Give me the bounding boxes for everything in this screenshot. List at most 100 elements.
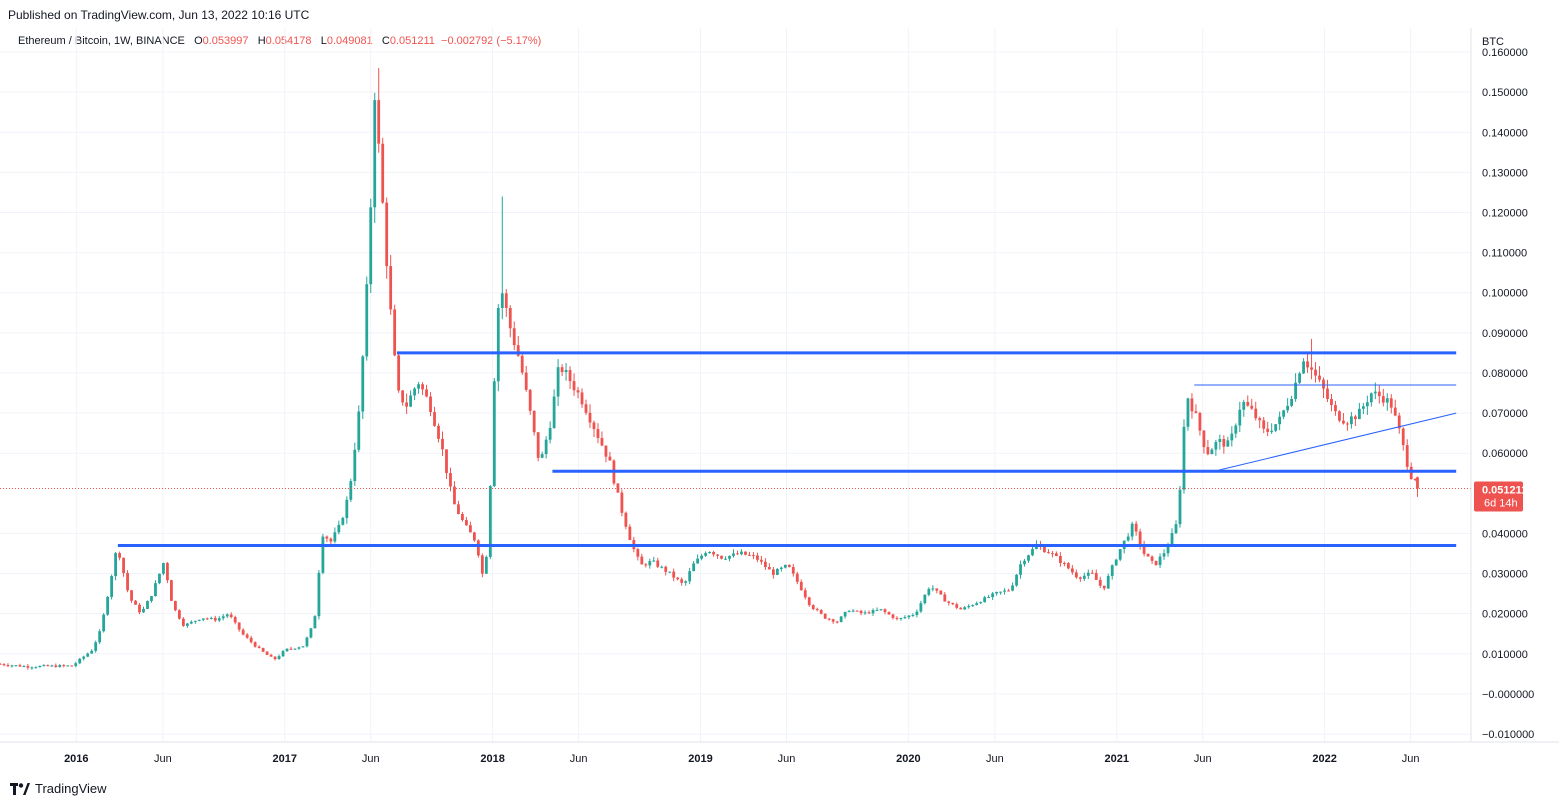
low-value: 0.049081	[326, 35, 373, 47]
candle-body	[353, 449, 357, 482]
candle-body	[1150, 556, 1154, 561]
candle-body	[217, 618, 221, 621]
candles-layer	[0, 68, 1419, 670]
candle-body	[895, 617, 899, 619]
last-candle-body	[1416, 477, 1419, 489]
candle-body	[1270, 430, 1274, 432]
candle-body	[851, 610, 855, 612]
candle-body	[333, 532, 337, 542]
candle-body	[1258, 418, 1262, 421]
candle-body	[696, 558, 700, 564]
symbol-title[interactable]: Ethereum / Bitcoin, 1W, BINANCE	[18, 35, 185, 47]
candle-body	[875, 609, 879, 611]
candle-body	[82, 656, 86, 659]
time-tick-label: 2022	[1312, 753, 1336, 765]
symbol-legend: Ethereum / Bitcoin, 1W, BINANCE O0.05399…	[18, 35, 541, 47]
candle-body	[341, 517, 345, 525]
candle-body	[740, 551, 743, 555]
candle-body	[839, 616, 843, 623]
candle-body	[233, 617, 237, 623]
candle-body	[919, 603, 923, 612]
candle-body	[672, 571, 676, 578]
candle-body	[588, 412, 592, 423]
candle-body	[955, 604, 959, 608]
time-tick-label: Jun	[570, 753, 588, 765]
candle-body	[297, 647, 301, 649]
candle-body	[106, 596, 110, 615]
candle-body	[205, 618, 209, 620]
candle-body	[963, 607, 967, 610]
candle-body	[1162, 553, 1166, 557]
candle-body	[142, 608, 145, 613]
candle-body	[417, 384, 420, 389]
candle-body	[819, 610, 823, 614]
candle-body	[1282, 410, 1286, 417]
candle-body	[879, 609, 883, 611]
candle-body	[1094, 573, 1098, 580]
candle-body	[293, 648, 297, 650]
candle-body	[1342, 420, 1345, 424]
candle-body	[1066, 563, 1070, 569]
candle-body	[50, 665, 54, 667]
candle-body	[377, 100, 381, 144]
candle-body	[596, 429, 600, 439]
candle-body	[257, 646, 261, 649]
tradingview-brand[interactable]: TradingView	[10, 781, 107, 796]
candle-body	[265, 651, 269, 655]
candle-body	[409, 395, 413, 407]
candle-body	[1413, 479, 1417, 481]
candle-body	[608, 456, 612, 461]
candle-body	[867, 612, 871, 614]
candle-body	[676, 577, 680, 580]
candle-body	[285, 648, 289, 652]
price-tick-label: −0.000000	[1482, 689, 1534, 701]
candle-body	[1242, 402, 1246, 410]
candle-body	[1389, 398, 1393, 408]
candle-body	[401, 390, 405, 403]
candle-body	[512, 328, 516, 346]
candle-body	[369, 207, 373, 285]
candle-body	[524, 372, 528, 390]
candle-body	[827, 618, 831, 620]
candle-body	[102, 614, 106, 632]
candle-body	[688, 571, 692, 582]
time-axis[interactable]: 2016 Jun 2017 Jun 2018 Jun 2019 Jun 2020 Jun 2021 J…	[64, 753, 1419, 765]
candle-body	[492, 381, 496, 487]
time-tick-label: 2021	[1105, 753, 1129, 765]
candle-body	[528, 389, 532, 411]
candle-body	[1114, 559, 1118, 566]
candle-body	[1226, 440, 1230, 447]
close-value: 0.051211	[389, 35, 435, 47]
candle-body	[736, 553, 739, 555]
candle-body	[185, 623, 189, 626]
candle-body	[708, 551, 711, 554]
time-tick-label: Jun	[986, 753, 1004, 765]
candle-body	[728, 555, 731, 559]
candle-body	[1106, 575, 1110, 589]
tradingview-logo-icon	[10, 782, 30, 795]
candle-body	[927, 588, 931, 595]
candle-body	[313, 616, 317, 629]
candle-body	[560, 367, 564, 373]
candle-body	[831, 619, 835, 622]
candle-body	[1262, 420, 1266, 429]
candle-body	[572, 381, 576, 391]
candle-body	[724, 558, 727, 560]
candle-body	[975, 603, 979, 606]
candle-body	[126, 573, 129, 591]
price-axis[interactable]: 0.160000 0.150000 0.140000 0.130000 0.120000…	[1482, 47, 1534, 741]
candle-body	[1011, 585, 1014, 591]
candle-body	[1286, 405, 1290, 411]
candle-body	[640, 556, 644, 565]
candle-body	[201, 618, 205, 620]
candle-body	[668, 571, 672, 573]
candle-body	[564, 370, 568, 373]
candle-body	[253, 642, 257, 647]
candle-body	[887, 612, 891, 615]
candle-body	[10, 665, 14, 667]
candle-body	[114, 553, 118, 577]
candle-body	[995, 591, 999, 594]
candle-body	[449, 473, 452, 487]
candle-body	[365, 284, 369, 357]
